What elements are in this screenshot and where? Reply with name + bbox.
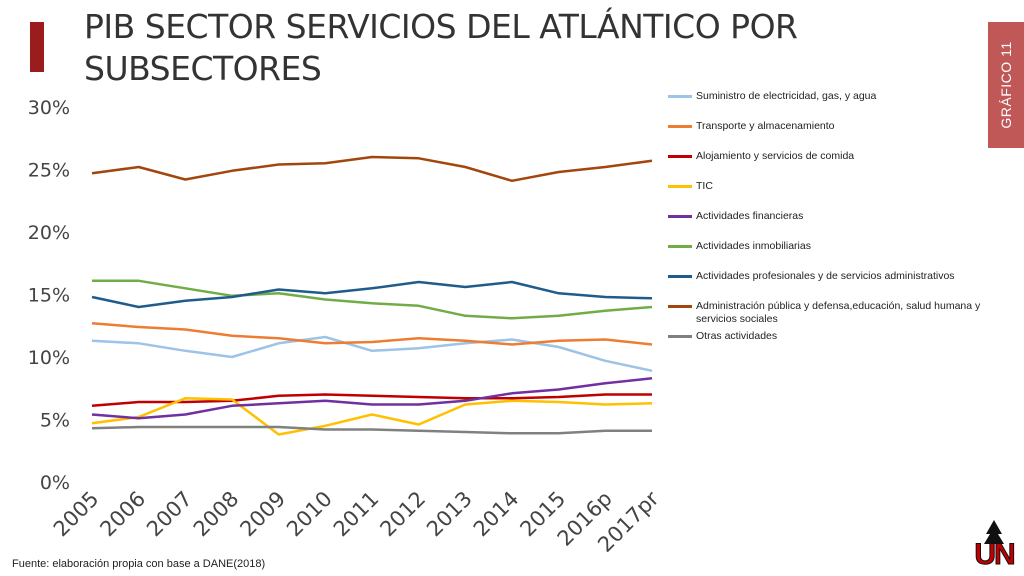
series-line-7: [91, 280, 653, 309]
legend-swatch: [668, 335, 692, 338]
title-accent-bar: [30, 22, 44, 72]
series-line-9: [91, 425, 652, 435]
x-tick-label: 2013: [422, 487, 477, 542]
series-line-2: [91, 322, 653, 346]
x-tick-label: 2007: [142, 487, 197, 542]
y-tick-label: 30%: [28, 97, 70, 119]
y-tick-label: 0%: [40, 472, 70, 494]
x-tick-label: 2010: [282, 487, 337, 542]
legend-label: Alojamiento y servicios de comida: [696, 150, 855, 162]
legend-label: Actividades profesionales y de servicios…: [696, 270, 955, 282]
legend-swatch: [668, 215, 692, 218]
legend-label: Administración pública y defensa,educaci…: [696, 300, 981, 325]
legend-swatch: [668, 305, 692, 308]
legend-swatch: [668, 155, 692, 158]
legend-label: Actividades inmobiliarias: [696, 240, 811, 252]
x-axis-tick-labels: 2005200620072008200920102011201220132014…: [49, 486, 664, 557]
x-tick-label: 2008: [189, 487, 244, 542]
slide-title: PIB SECTOR SERVICIOS DEL ATLÁNTICO POR S…: [84, 7, 798, 88]
side-tab: GRÁFICO 11: [988, 22, 1024, 148]
x-tick-label: 2006: [95, 487, 150, 542]
legend-label: Otras actividades: [696, 330, 778, 342]
source-note: Fuente: elaboración propia con base a DA…: [12, 558, 266, 570]
x-tick-label: 2012: [375, 487, 430, 542]
series-line-6: [92, 279, 653, 320]
university-logo: UN: [968, 520, 1020, 570]
legend-swatch: [668, 125, 692, 128]
y-tick-label: 5%: [40, 410, 70, 432]
legend-label: Suministro de electricidad, gas, y agua: [696, 90, 877, 102]
x-tick-label: 2014: [469, 487, 524, 542]
legend-swatch: [668, 95, 692, 98]
legend-swatch: [668, 275, 692, 278]
y-axis-tick-labels: 0% 5% 10% 15% 20% 25% 30%: [28, 97, 70, 494]
series-line-5: [91, 377, 653, 420]
y-tick-label: 10%: [28, 347, 70, 369]
legend-label: TIC: [696, 180, 713, 192]
legend-swatch: [668, 185, 692, 188]
y-tick-label: 15%: [28, 285, 70, 307]
y-tick-label: 20%: [28, 222, 70, 244]
legend-swatch: [668, 245, 692, 248]
series-line-3: [91, 393, 652, 408]
x-tick-label: 2011: [329, 487, 384, 542]
legend-label: Actividades financieras: [696, 210, 804, 222]
logo-text: UN: [974, 538, 1016, 571]
series-line-8: [91, 155, 653, 183]
y-tick-label: 25%: [28, 160, 70, 182]
series-line-4: [91, 397, 653, 436]
legend-label: Transporte y almacenamiento: [696, 120, 835, 132]
logo-emblem-icon: [984, 520, 1004, 544]
series-lines: [91, 155, 653, 436]
x-tick-label: 2005: [49, 487, 104, 542]
x-tick-label: 2009: [235, 487, 290, 542]
series-line-1: [91, 335, 653, 373]
